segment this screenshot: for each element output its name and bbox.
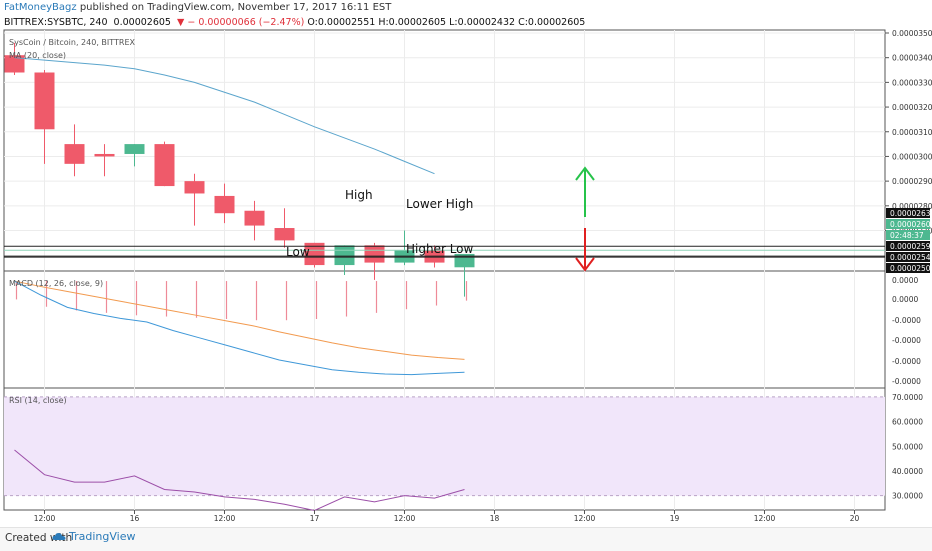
published-text: published on TradingView.com, November 1…	[79, 2, 392, 13]
rsi-tick-label: 40.0000	[892, 467, 923, 476]
level-label-box	[886, 241, 930, 251]
level-label-box	[886, 230, 930, 240]
cloud-icon	[52, 533, 66, 540]
candle-body	[34, 72, 55, 130]
x-tick-label: 12:00	[214, 514, 236, 523]
annotation-lower-high: Lower High	[406, 197, 473, 211]
macd-series	[14, 280, 468, 376]
ma-path	[14, 57, 435, 175]
rsi-tick-label: 30.0000	[892, 492, 923, 501]
level-label: 02:48:37	[890, 231, 924, 240]
level-label-box	[886, 263, 930, 273]
symbol-line: BITTREX:SYSBTC, 240	[4, 17, 108, 28]
candle-body	[364, 245, 385, 263]
candle-body	[64, 144, 85, 164]
price-pane-title: SysCoin / Bitcoin, 240, BITTREX	[9, 38, 136, 47]
low-label: L:	[449, 17, 458, 28]
rsi-tick-label: 70.0000	[892, 393, 923, 402]
low-value: 0.00002432	[457, 17, 516, 28]
rsi-line	[14, 449, 465, 511]
candles	[4, 42, 475, 297]
level-label: 0.00002500	[890, 264, 932, 273]
candle-body	[334, 245, 355, 266]
ma-line	[14, 57, 435, 175]
footer: Created with TradingView	[0, 527, 932, 551]
macd-tick-label: -0.0000	[892, 377, 921, 386]
ohlc-line: BITTREX:SYSBTC, 240 0.00002605 ▼ − 0.000…	[4, 17, 585, 28]
x-tick-label: 12:00	[34, 514, 56, 523]
last-price: 0.00002605	[113, 17, 171, 28]
open-value: 0.00002551	[317, 17, 376, 28]
candle-body	[4, 55, 25, 73]
x-tick-label: 20	[850, 514, 860, 523]
x-tick-label: 17	[310, 514, 320, 523]
level-label: 0.00002548	[890, 253, 932, 262]
rsi-tick-label: 50.0000	[892, 442, 923, 451]
macd-line	[14, 280, 465, 376]
candle-body	[214, 195, 235, 214]
level-label: 0.00002605	[890, 220, 932, 229]
high-value: 0.00002605	[388, 17, 447, 28]
down-arrow-icon-chart	[575, 228, 595, 272]
candle-body	[244, 210, 265, 226]
close-label: C:	[518, 17, 528, 28]
macd-signal-line	[14, 280, 465, 360]
ma-legend: MA (20, close)	[9, 51, 66, 60]
level-label-box	[886, 252, 930, 262]
author-link[interactable]: FatMoneyBagz	[4, 2, 77, 13]
brand-name: TradingView	[69, 530, 136, 543]
down-arrow-icon: ▼	[177, 17, 185, 28]
high-label: H:	[378, 17, 389, 28]
macd-tick-label: -0.0000	[892, 316, 921, 325]
x-tick-label: 19	[670, 514, 680, 523]
level-label: 0.00002596	[890, 242, 932, 251]
candle-body	[154, 144, 175, 187]
up-arrow-icon	[575, 166, 595, 217]
level-lines	[4, 245, 885, 258]
x-tick-label: 18	[490, 514, 500, 523]
x-tick-label: 12:00	[754, 514, 776, 523]
annotation-higher-low: Higher Low	[406, 242, 474, 256]
rsi-legend: RSI (14, close)	[9, 396, 67, 405]
annotation-high: High	[345, 188, 373, 202]
macd-tick-label: 0.0000	[892, 295, 918, 304]
time-axis-labels: 12:00 16 12:00 17 12:00 18 12:00 19 12:00 20	[34, 510, 860, 523]
close-value: 0.00002605	[527, 17, 586, 28]
x-tick-label: 12:00	[394, 514, 416, 523]
candle-body	[274, 228, 295, 241]
rsi-series	[14, 449, 465, 511]
rsi-tick-label: 60.0000	[892, 418, 923, 427]
level-label-box	[886, 219, 930, 229]
level-label: 0.00002636	[890, 209, 932, 218]
candle-body	[304, 242, 325, 266]
macd-legend: MACD (12, 26, close, 9)	[9, 279, 103, 288]
annotation-low: Low	[286, 245, 310, 259]
price-change: − 0.00000066 (−2.47%)	[187, 17, 305, 28]
macd-tick-label: 0.0000	[892, 276, 918, 285]
candle-body	[184, 181, 205, 194]
rsi-band	[4, 396, 885, 497]
macd-tick-label: -0.0000	[892, 336, 921, 345]
macd-tick-label: -0.0000	[892, 357, 921, 366]
publish-info: FatMoneyBagz published on TradingView.co…	[4, 2, 391, 13]
tradingview-brand[interactable]: TradingView	[52, 530, 135, 543]
level-label-box	[886, 208, 930, 218]
x-tick-label: 12:00	[574, 514, 596, 523]
rsi-band-fill	[4, 396, 885, 496]
open-label: O:	[307, 17, 318, 28]
x-tick-label: 16	[130, 514, 140, 523]
candle-body	[94, 153, 115, 157]
candle-body	[124, 144, 145, 154]
